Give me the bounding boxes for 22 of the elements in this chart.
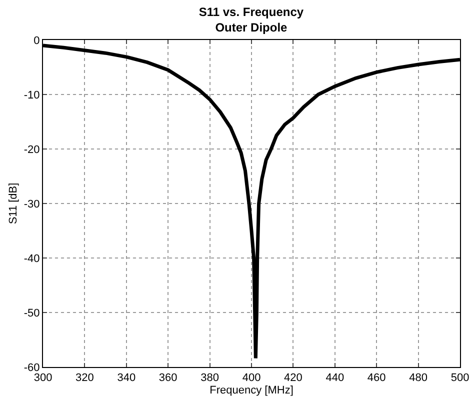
x-tick-label: 340	[117, 372, 136, 384]
chart-title: S11 vs. Frequency	[198, 5, 304, 19]
x-tick-label: 360	[158, 372, 178, 384]
y-tick-label: -30	[24, 198, 40, 210]
chart-subtitle: Outer Dipole	[215, 20, 288, 35]
x-axis-title: Frequency [MHz]	[210, 384, 294, 396]
y-tick-label: 0	[34, 34, 40, 47]
x-tick-label: 380	[200, 372, 219, 384]
y-axis-title: S11 [dB]	[8, 182, 20, 224]
x-tick-label: 320	[76, 372, 94, 384]
x-tick-label: 460	[367, 372, 386, 384]
x-tick-label: 300	[34, 372, 52, 384]
x-tick-label: 500	[450, 372, 470, 384]
y-tick-label: -60	[24, 362, 40, 374]
x-tick-label: 440	[326, 372, 344, 384]
x-tick-label: 480	[409, 372, 428, 384]
y-tick-label: -50	[24, 307, 40, 320]
y-tick-label: -40	[24, 252, 40, 265]
y-tick-label: -20	[24, 144, 40, 156]
x-tick-label: 420	[284, 372, 302, 384]
x-tick-label: 400	[242, 372, 261, 384]
y-tick-label: -10	[24, 89, 40, 102]
